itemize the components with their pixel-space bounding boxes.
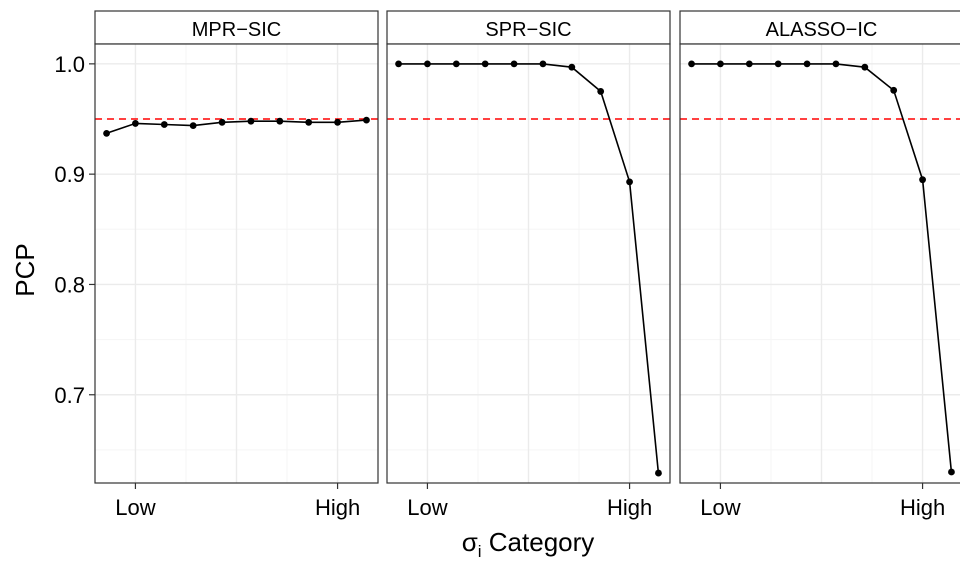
panel-border: [679, 43, 960, 484]
facet-title: MPR−SIC: [192, 19, 281, 41]
data-point: [510, 60, 518, 68]
data-point: [481, 60, 489, 68]
data-point: [688, 60, 695, 68]
data-point: [774, 60, 782, 68]
data-point: [218, 118, 226, 126]
facet-panel: ALASSO−IC Low High: [679, 10, 960, 520]
x-axis-title-sigma: σ: [462, 527, 478, 557]
data-point: [948, 468, 955, 476]
x-tick-label: Low: [407, 495, 447, 520]
x-axis-title: σi Category: [462, 527, 595, 561]
data-point: [160, 121, 168, 128]
facet-panel: SPR−SIC Low High: [386, 10, 671, 520]
panel-border: [94, 43, 379, 484]
facet-strip: [679, 10, 960, 45]
x-tick-label: Low: [700, 495, 740, 520]
data-point: [189, 122, 197, 130]
series-line: [691, 63, 953, 473]
x-tick-label: Low: [115, 495, 155, 520]
data-point: [626, 178, 633, 186]
y-tick-label: 0.7: [54, 383, 85, 408]
data-point: [539, 60, 547, 68]
facet-title: ALASSO−IC: [766, 19, 878, 41]
x-tick-label: High: [607, 495, 652, 520]
data-point: [247, 117, 255, 125]
x-axis-title-rest: Category: [482, 527, 595, 557]
data-point: [452, 60, 460, 68]
data-point: [745, 60, 753, 68]
panels-layer: MPR−SIC Low High SPR−SIC Low High ALASSO−IC Low…: [94, 10, 960, 520]
data-point: [103, 129, 110, 137]
panel-background: [680, 44, 960, 483]
data-point: [890, 86, 898, 94]
y-tick-label: 0.8: [54, 272, 85, 297]
data-point: [305, 118, 313, 126]
y-tick-label: 0.9: [54, 162, 85, 187]
series-line: [106, 119, 367, 135]
data-point: [395, 60, 402, 68]
data-point: [597, 88, 605, 95]
data-point: [424, 60, 431, 68]
data-point: [655, 469, 662, 477]
facet-strip: [94, 10, 379, 45]
data-point: [919, 176, 926, 184]
data-point: [568, 63, 576, 71]
x-tick-label: High: [315, 495, 360, 520]
y-tick-label: 1.0: [54, 52, 85, 77]
y-axis: 0.7 0.8 0.9 1.0: [54, 52, 95, 408]
data-point: [363, 116, 370, 124]
facet-panel: MPR−SIC Low High: [94, 10, 379, 520]
data-point: [803, 60, 811, 68]
data-point: [861, 63, 869, 71]
panel-border: [386, 43, 671, 484]
x-axis-title-subscript: i: [478, 542, 482, 561]
data-point: [132, 120, 139, 127]
data-point: [276, 117, 284, 125]
facet-title: SPR−SIC: [485, 19, 571, 41]
data-point: [334, 118, 341, 126]
series-line: [398, 63, 660, 474]
y-axis-title: PCP: [10, 243, 40, 296]
x-tick-label: High: [900, 495, 945, 520]
data-point: [717, 60, 724, 68]
data-point: [832, 60, 840, 68]
